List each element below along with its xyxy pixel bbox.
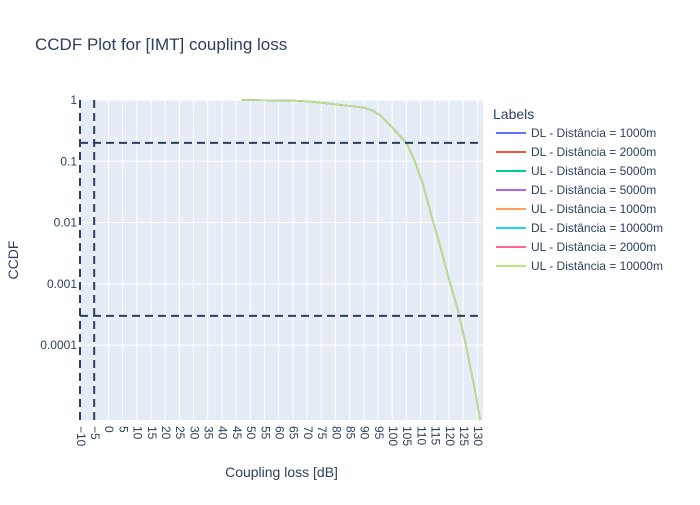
- y-tick-label: 0.1: [60, 154, 77, 168]
- legend-item-label: UL - Distância = 2000m: [531, 240, 656, 254]
- x-tick-label: −10: [74, 426, 88, 447]
- x-tick-label: 25: [173, 426, 187, 440]
- y-tick-label: 0.01: [54, 216, 78, 230]
- y-axis-title: CCDF: [5, 241, 21, 280]
- y-tick-labels: 1 0.1 0.01 0.001 0.0001: [40, 93, 77, 352]
- reference-lines: [79, 100, 483, 420]
- legend: Labels DL - Distância = 1000m DL - Distân…: [493, 106, 663, 273]
- legend-item-label: UL - Distância = 10000m: [531, 259, 663, 273]
- x-tick-label: 60: [272, 426, 286, 440]
- x-axis-title: Coupling loss [dB]: [225, 464, 338, 480]
- x-tick-label: 20: [159, 426, 173, 440]
- x-tick-label: 115: [429, 426, 443, 445]
- y-tick-label: 1: [70, 93, 77, 107]
- x-tick-label: 125: [457, 426, 471, 446]
- x-tick-label: 85: [343, 426, 357, 440]
- legend-item-label: DL - Distância = 5000m: [531, 183, 656, 197]
- x-tick-label: 110: [414, 426, 428, 445]
- x-tick-label: 120: [443, 426, 457, 446]
- legend-title: Labels: [493, 106, 534, 122]
- y-tick-label: 0.001: [47, 277, 77, 291]
- x-tick-label: 50: [244, 426, 258, 440]
- x-tick-label: 10: [131, 426, 145, 440]
- series-line-8: [241, 99, 481, 421]
- x-tick-label: 130: [471, 426, 485, 446]
- x-tick-label: 15: [145, 426, 159, 440]
- x-tick-label: 40: [216, 426, 230, 440]
- x-tick-label: 90: [358, 426, 372, 440]
- x-tick-label: 105: [400, 426, 414, 446]
- x-tick-label: 45: [230, 426, 244, 440]
- x-tick-label: 30: [187, 426, 201, 440]
- plot-area: [80, 100, 483, 420]
- series-lines: [241, 99, 481, 421]
- x-tick-label: −5: [88, 426, 102, 440]
- y-tick-label: 0.0001: [40, 338, 77, 352]
- x-tick-label: 55: [258, 426, 272, 440]
- x-tick-label: 65: [287, 426, 301, 440]
- x-tick-labels: −10 −5 0 5 10 15 20 25 30 35 40 45 50 55 60 65 70 75 80 85 9…: [74, 426, 485, 447]
- chart-title: CCDF Plot for [IMT] coupling loss: [35, 35, 287, 54]
- x-tick-label: 0: [102, 426, 116, 433]
- x-tick-label: 5: [116, 426, 130, 433]
- legend-item-label: DL - Distância = 1000m: [531, 126, 656, 140]
- legend-item-label: DL - Distância = 10000m: [531, 221, 663, 235]
- x-tick-label: 80: [329, 426, 343, 440]
- legend-item-label: UL - Distância = 5000m: [531, 164, 656, 178]
- x-tick-label: 75: [315, 426, 329, 440]
- x-tick-label: 100: [386, 426, 400, 446]
- x-tick-label: 35: [202, 426, 216, 440]
- legend-item-label: UL - Distância = 1000m: [531, 202, 656, 216]
- grid-lines: [79, 99, 483, 420]
- x-tick-label: 95: [372, 426, 386, 440]
- legend-item-label: DL - Distância = 2000m: [531, 145, 656, 159]
- x-tick-label: 70: [301, 426, 315, 440]
